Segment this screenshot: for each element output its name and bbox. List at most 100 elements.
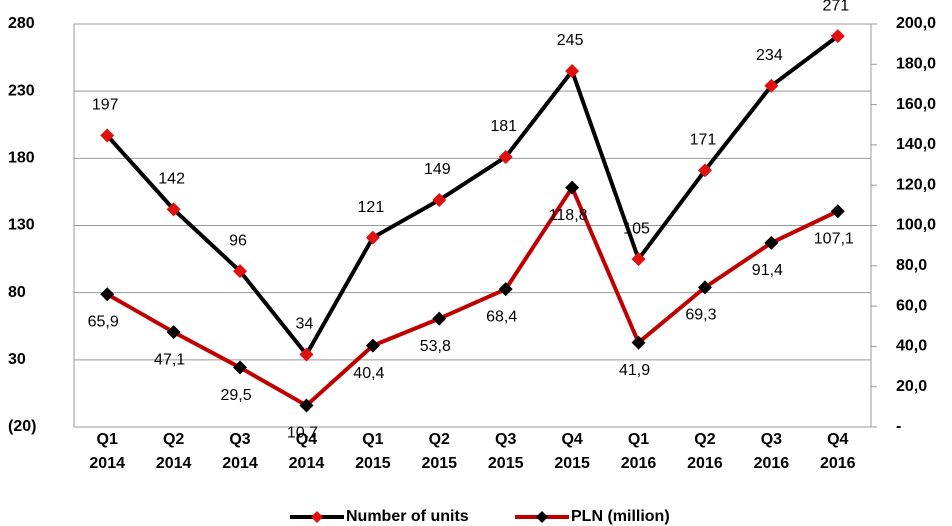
data-label: 234: [756, 47, 783, 64]
x-tick-line: 2014: [289, 455, 325, 472]
x-tick-line: Q1: [628, 431, 649, 448]
marker: [365, 338, 380, 353]
data-label: 65,9: [88, 313, 119, 330]
marker: [697, 280, 712, 295]
data-label: 34: [296, 316, 314, 333]
legend-marker: [536, 511, 548, 523]
data-label: 121: [358, 199, 385, 216]
x-tick-line: Q4: [561, 431, 582, 448]
y-tick-label: 30: [8, 351, 26, 368]
marker: [299, 398, 314, 413]
marker: [565, 64, 580, 79]
marker: [100, 287, 115, 302]
data-label: 69,3: [685, 307, 716, 324]
x-tick-line: Q2: [694, 431, 715, 448]
data-label: 41,9: [619, 362, 650, 379]
y2-tick-label: 180,0: [896, 56, 936, 73]
data-label: 91,4: [752, 262, 783, 279]
x-tick-label: Q4 2014: [289, 431, 325, 472]
x-tick-line: Q4: [296, 431, 317, 448]
x-tick-line: 2016: [687, 455, 723, 472]
marker: [432, 192, 447, 207]
x-tick-line: 2014: [156, 455, 192, 472]
marker: [830, 29, 845, 44]
x-tick-label: Q1 2015: [355, 431, 391, 472]
marker: [631, 335, 646, 350]
x-tick-line: 2015: [554, 455, 590, 472]
marker: [233, 264, 248, 279]
x-tick-label: Q3 2015: [488, 431, 524, 472]
marker: [166, 202, 181, 217]
x-tick-label: Q3 2016: [754, 431, 790, 472]
x-tick-line: 2016: [621, 455, 657, 472]
y2-tick-label: 60,0: [896, 297, 927, 314]
x-tick-line: Q4: [827, 431, 848, 448]
y2-tick-label: 140,0: [896, 136, 936, 153]
series-line: [105, 34, 839, 357]
data-label: 47,1: [154, 351, 185, 368]
data-label: 181: [490, 118, 517, 135]
data-label: 245: [557, 32, 584, 49]
marker: [100, 128, 115, 143]
marker: [498, 149, 513, 164]
y2-tick-label: 40,0: [896, 338, 927, 355]
x-tick-label: Q1 2016: [621, 431, 657, 472]
x-tick-label: Q2 2016: [687, 431, 723, 472]
legend-label: PLN (million): [571, 508, 670, 525]
x-tick-label: Q3 2014: [222, 431, 258, 472]
x-tick-label: Q4 2015: [554, 431, 590, 472]
legend-label: Number of units: [346, 508, 469, 525]
legend-marker: [311, 511, 323, 523]
x-tick-line: Q3: [495, 431, 516, 448]
data-label: 271: [822, 0, 849, 14]
x-tick-line: Q3: [761, 431, 782, 448]
marker: [830, 204, 845, 219]
data-label: 96: [229, 232, 247, 249]
y-tick-label: 180: [8, 150, 35, 167]
x-tick-line: 2015: [355, 455, 391, 472]
y2-tick-label: 160,0: [896, 96, 936, 113]
y-tick-label: 280: [8, 15, 35, 32]
y2-tick-label: 80,0: [896, 257, 927, 274]
y-tick-label: 230: [8, 82, 35, 99]
marker: [166, 325, 181, 340]
marker: [432, 311, 447, 326]
y-tick-label: 130: [8, 217, 35, 234]
y2-tick-label: 100,0: [896, 217, 936, 234]
marker: [764, 235, 779, 250]
marker: [764, 78, 779, 93]
marker: [365, 230, 380, 245]
marker: [697, 163, 712, 178]
x-tick-line: 2014: [222, 455, 258, 472]
x-tick-label: Q2 2014: [156, 431, 192, 472]
y-tick-label: 80: [8, 284, 26, 301]
data-label: 105: [623, 220, 650, 237]
x-tick-line: Q2: [163, 431, 184, 448]
x-tick-label: Q1 2014: [89, 431, 125, 472]
x-tick-line: Q2: [429, 431, 450, 448]
y2-tick-label: 120,0: [896, 176, 936, 193]
data-label: 10,7: [287, 425, 318, 442]
x-tick-line: Q1: [362, 431, 383, 448]
marker: [631, 252, 646, 267]
data-label: 149: [424, 161, 451, 178]
x-tick-line: 2016: [754, 455, 790, 472]
marker: [498, 282, 513, 297]
data-label: 40,4: [353, 365, 384, 382]
marker: [299, 347, 314, 362]
marker: [233, 360, 248, 375]
data-label: 197: [92, 97, 119, 114]
y2-tick-label: 200,0: [896, 15, 936, 32]
x-tick-line: 2014: [89, 455, 125, 472]
x-tick-line: 2015: [488, 455, 524, 472]
data-label: 53,8: [420, 338, 451, 355]
x-tick-line: 2015: [421, 455, 457, 472]
x-tick-line: 2016: [820, 455, 856, 472]
data-label: 142: [158, 171, 185, 188]
x-tick-line: Q3: [229, 431, 250, 448]
data-label: 68,4: [486, 308, 517, 325]
data-label: 29,5: [220, 387, 251, 404]
data-label: 171: [690, 132, 717, 149]
x-tick-label: Q2 2015: [421, 431, 457, 472]
